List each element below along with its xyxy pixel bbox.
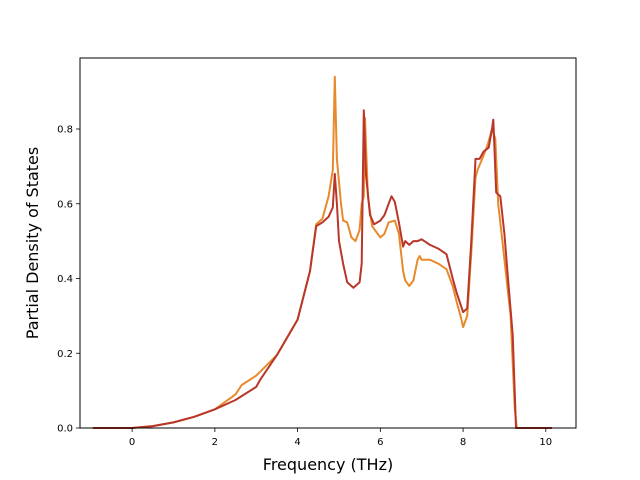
x-axis-label: Frequency (THz) (263, 455, 393, 474)
series-line-2 (92, 109, 552, 429)
y-tick-label: 0.4 (57, 274, 73, 285)
series-layer (92, 75, 552, 429)
x-tick-label: 0 (129, 437, 135, 448)
y-tick-label: 0.8 (57, 125, 73, 136)
series-line-1 (92, 75, 552, 429)
y-axis-label: Partial Density of States (23, 147, 42, 339)
y-tick-label: 0.6 (57, 199, 73, 210)
y-tick-label: 0.0 (57, 424, 73, 435)
x-tick-label: 2 (212, 437, 218, 448)
x-tick-label: 6 (377, 437, 383, 448)
x-axis-ticks: 0 2 4 6 8 10 (129, 428, 552, 448)
y-tick-label: 0.2 (57, 349, 73, 360)
x-tick-label: 8 (460, 437, 466, 448)
x-tick-label: 4 (294, 437, 300, 448)
x-tick-label: 10 (539, 437, 552, 448)
y-axis-ticks: 0.0 0.2 0.4 0.6 0.8 (57, 125, 80, 435)
plot-frame (79, 57, 577, 429)
